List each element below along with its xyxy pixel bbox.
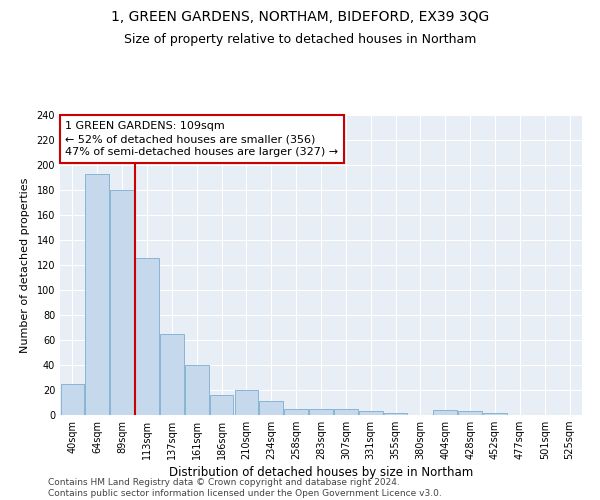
Bar	[235, 390, 258, 415]
Text: Contains HM Land Registry data © Crown copyright and database right 2024.
Contai: Contains HM Land Registry data © Crown c…	[48, 478, 442, 498]
Y-axis label: Number of detached properties: Number of detached properties	[20, 178, 29, 352]
Bar	[135, 258, 159, 415]
Bar	[210, 395, 233, 415]
Text: 1 GREEN GARDENS: 109sqm
← 52% of detached houses are smaller (356)
47% of semi-d: 1 GREEN GARDENS: 109sqm ← 52% of detache…	[65, 121, 338, 158]
Bar	[384, 412, 407, 415]
Bar	[359, 411, 383, 415]
Bar	[458, 411, 482, 415]
Bar	[61, 384, 84, 415]
Bar	[284, 409, 308, 415]
Text: Size of property relative to detached houses in Northam: Size of property relative to detached ho…	[124, 32, 476, 46]
Bar	[483, 412, 507, 415]
Bar	[309, 409, 333, 415]
Text: 1, GREEN GARDENS, NORTHAM, BIDEFORD, EX39 3QG: 1, GREEN GARDENS, NORTHAM, BIDEFORD, EX3…	[111, 10, 489, 24]
X-axis label: Distribution of detached houses by size in Northam: Distribution of detached houses by size …	[169, 466, 473, 479]
Bar	[334, 409, 358, 415]
Bar	[259, 401, 283, 415]
Bar	[433, 410, 457, 415]
Bar	[85, 174, 109, 415]
Bar	[160, 334, 184, 415]
Bar	[110, 190, 134, 415]
Bar	[185, 365, 209, 415]
